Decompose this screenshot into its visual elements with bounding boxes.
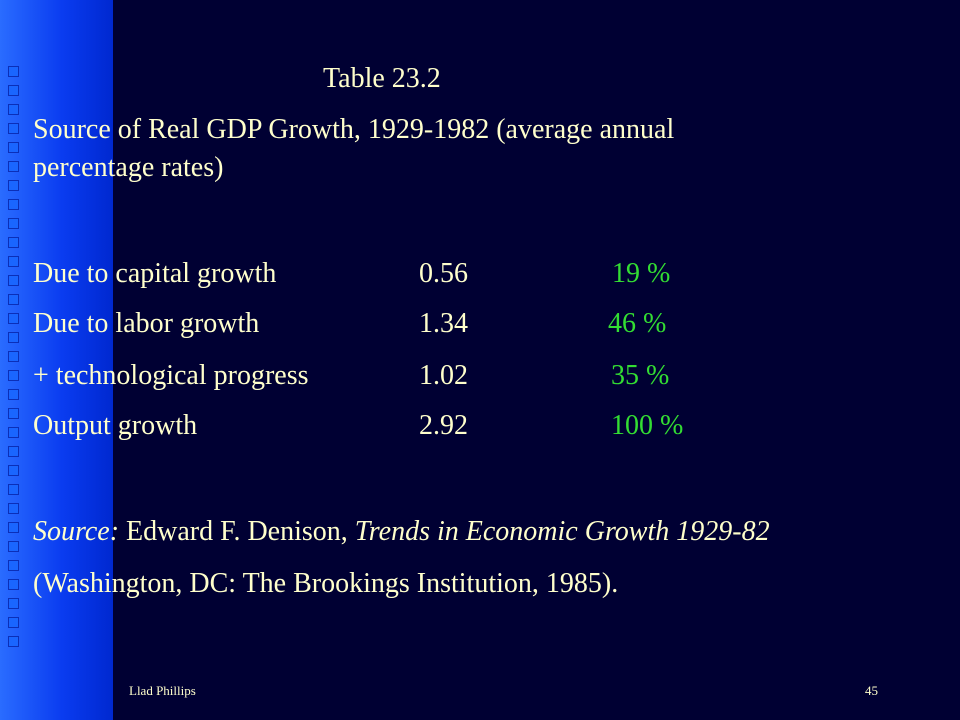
decorative-square bbox=[8, 522, 19, 533]
slide-sidebar-decoration bbox=[0, 0, 113, 720]
footer-author: Llad Phillips bbox=[129, 683, 196, 698]
source-publisher: (Washington, DC: The Brookings Instituti… bbox=[33, 568, 619, 599]
decorative-square bbox=[8, 617, 19, 628]
source-author: Edward F. Denison, bbox=[119, 516, 355, 547]
row-label: Output growth bbox=[33, 410, 198, 441]
decorative-square bbox=[8, 256, 19, 267]
decorative-square bbox=[8, 465, 19, 476]
row-label: Due to capital growth bbox=[33, 258, 277, 289]
decorative-square bbox=[8, 446, 19, 457]
decorative-square bbox=[8, 636, 19, 647]
decorative-square bbox=[8, 541, 19, 552]
decorative-square bbox=[8, 332, 19, 343]
row-share: 19 % bbox=[612, 258, 671, 289]
slide-title-line1: Source of Real GDP Growth, 1929-1982 (av… bbox=[33, 114, 675, 145]
row-label: + technological progress bbox=[33, 360, 309, 391]
decorative-square bbox=[8, 123, 19, 134]
table-label: Table 23.2 bbox=[323, 63, 441, 94]
decorative-square bbox=[8, 275, 19, 286]
decorative-square bbox=[8, 408, 19, 419]
decorative-squares bbox=[8, 66, 23, 655]
source-citation: Source: Edward F. Denison, Trends in Eco… bbox=[33, 516, 770, 548]
decorative-square bbox=[8, 313, 19, 324]
row-share: 46 % bbox=[608, 308, 667, 339]
decorative-square bbox=[8, 294, 19, 305]
decorative-square bbox=[8, 389, 19, 400]
decorative-square bbox=[8, 161, 19, 172]
row-value: 1.34 bbox=[419, 308, 468, 339]
row-label: Due to labor growth bbox=[33, 308, 260, 339]
decorative-square bbox=[8, 370, 19, 381]
row-share: 35 % bbox=[611, 360, 670, 391]
decorative-square bbox=[8, 237, 19, 248]
decorative-square bbox=[8, 598, 19, 609]
decorative-square bbox=[8, 142, 19, 153]
decorative-square bbox=[8, 484, 19, 495]
row-value: 1.02 bbox=[419, 360, 468, 391]
decorative-square bbox=[8, 180, 19, 191]
decorative-square bbox=[8, 427, 19, 438]
row-value: 2.92 bbox=[419, 410, 468, 441]
decorative-square bbox=[8, 503, 19, 514]
page-number: 45 bbox=[865, 683, 878, 698]
decorative-square bbox=[8, 104, 19, 115]
source-book-title: Trends in Economic Growth 1929-82 bbox=[354, 516, 770, 547]
source-prefix: Source: bbox=[33, 516, 120, 547]
decorative-square bbox=[8, 218, 19, 229]
decorative-square bbox=[8, 199, 19, 210]
decorative-square bbox=[8, 351, 19, 362]
decorative-square bbox=[8, 579, 19, 590]
row-share: 100 % bbox=[611, 410, 684, 441]
decorative-square bbox=[8, 66, 19, 77]
decorative-square bbox=[8, 85, 19, 96]
row-value: 0.56 bbox=[419, 258, 468, 289]
slide-title-line2: percentage rates) bbox=[33, 152, 224, 183]
decorative-square bbox=[8, 560, 19, 571]
